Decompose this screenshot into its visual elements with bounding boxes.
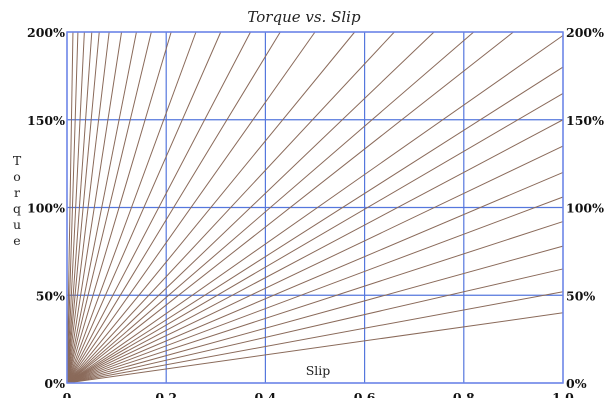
series-line-27 [66, 31, 110, 384]
series-line-23 [66, 31, 172, 384]
y-tick-label-left: 150% [27, 113, 65, 128]
series-line-14 [66, 31, 475, 384]
y-tick-label-right: 100% [566, 201, 604, 216]
series-line-28 [66, 31, 100, 384]
series-line-7 [66, 171, 564, 384]
series-line-8 [66, 145, 564, 384]
tick-labels: 0 0.2 0.4 0.6 0.8 1.00%50%100%150%200%0%50%10… [27, 25, 604, 398]
y-tick-label-right: 200% [566, 25, 604, 40]
series-line-29 [66, 31, 93, 384]
y-tick-label-right: 50% [566, 288, 595, 303]
series-line-21 [66, 31, 222, 384]
x-tick-label: 1.0 [552, 390, 574, 398]
x-tick-label: 0.4 [255, 390, 277, 398]
series-line-30 [66, 31, 85, 384]
series-line-12 [66, 35, 564, 384]
x-axis-label: Slip [306, 363, 331, 378]
y-tick-label-left: 100% [27, 201, 65, 216]
series-line-11 [66, 66, 564, 384]
y-tick-label-left: 50% [36, 288, 65, 303]
y-tick-label-right: 0% [566, 376, 587, 391]
series-line-4 [66, 245, 564, 384]
series-line-20 [66, 31, 251, 384]
series-line-3 [66, 268, 564, 384]
y-tick-label-left: 200% [27, 25, 65, 40]
series-layer [66, 31, 564, 384]
series-line-2 [66, 291, 564, 384]
series-line-24 [66, 31, 152, 384]
x-tick-label: 0.8 [453, 390, 475, 398]
series-line-17 [66, 31, 356, 384]
series-line-19 [66, 31, 281, 384]
series-line-32 [66, 31, 74, 384]
chart-title: Torque vs. Slip [247, 8, 361, 26]
y-tick-label-left: 0% [44, 376, 65, 391]
series-line-18 [66, 31, 316, 384]
series-line-16 [66, 31, 395, 384]
series-line-31 [66, 31, 79, 384]
series-line-13 [66, 31, 514, 384]
x-tick-label: 0.6 [354, 390, 376, 398]
series-line-25 [66, 31, 137, 384]
series-line-26 [66, 31, 123, 384]
x-tick-label: 0.2 [155, 390, 177, 398]
y-tick-label-right: 150% [566, 113, 604, 128]
series-line-10 [66, 92, 564, 384]
series-line-15 [66, 31, 435, 384]
plot-frame [66, 31, 564, 384]
x-tick-label: 0 [63, 390, 72, 398]
series-line-6 [66, 196, 564, 384]
series-line-22 [66, 31, 197, 384]
series-line-1 [66, 312, 564, 384]
series-line-9 [66, 119, 564, 384]
series-line-5 [66, 221, 564, 384]
